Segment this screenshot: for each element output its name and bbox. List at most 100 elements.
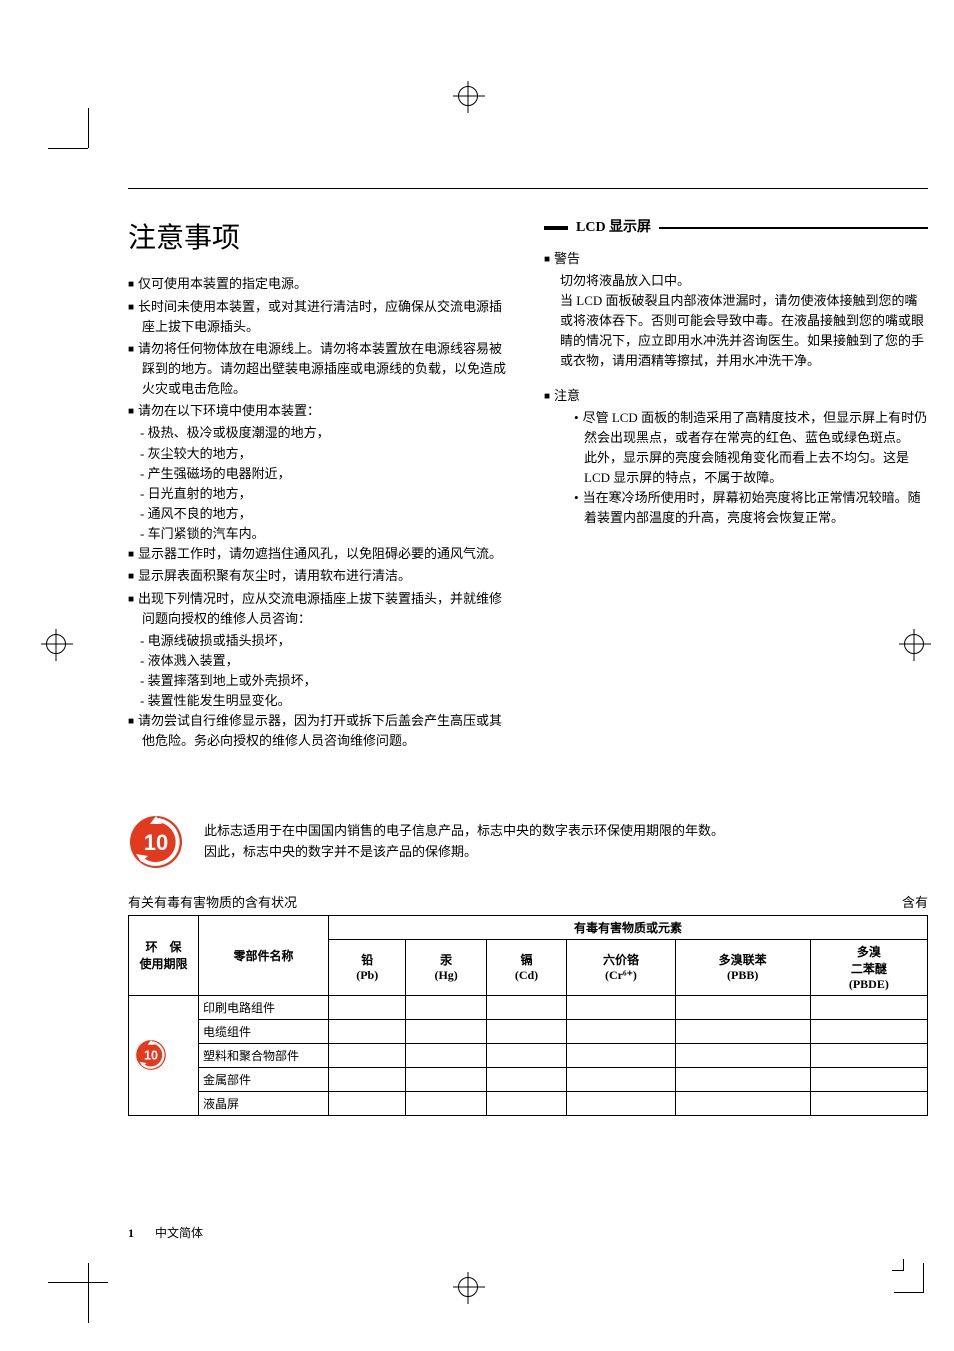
bullet-item: 显示屏表面积聚有灰尘时，请用软布进行清洁。	[128, 566, 512, 586]
table-cell	[567, 1091, 675, 1115]
table-cell	[486, 1043, 566, 1067]
table-cell	[486, 1091, 566, 1115]
table-header-part: 零部件名称	[199, 915, 329, 995]
svg-text:10: 10	[144, 1049, 158, 1063]
table-cell	[810, 1043, 927, 1067]
crop-mark	[48, 148, 88, 149]
table-cell	[329, 1043, 406, 1067]
table-part-name: 印刷电路组件	[199, 995, 329, 1019]
table-row: 金属部件	[129, 1067, 928, 1091]
table-cell	[810, 1019, 927, 1043]
header-bar-left	[544, 226, 568, 230]
crop-mark	[88, 108, 89, 148]
bullet-item: 仅可使用本装置的指定电源。	[128, 274, 512, 294]
page-title: 注意事项	[128, 217, 512, 260]
table-cell	[486, 1019, 566, 1043]
table-subheader: 多溴 二苯醚(PBDE)	[810, 939, 927, 995]
env-logo-icon: 10	[128, 814, 184, 870]
table-cell	[329, 1067, 406, 1091]
note-item: 尽管 LCD 面板的制造采用了高精度技术，但显示屏上有时仍然会出现黑点，或者存在…	[560, 408, 928, 489]
note-item: 当在寒冷场所使用时，屏幕初始亮度将比正常情况较暗。随着装置内部温度的升高，亮度将…	[560, 488, 928, 528]
left-column: 注意事项 仅可使用本装置的指定电源。长时间未使用本装置，或对其进行清洁时，应确保…	[128, 217, 512, 754]
table-cell	[810, 995, 927, 1019]
note-heading: 注意	[544, 386, 928, 406]
table-cell	[675, 1067, 810, 1091]
sub-item: - 装置性能发生明显变化。	[128, 691, 512, 711]
table-cell	[329, 995, 406, 1019]
bullet-item: 出现下列情况时，应从交流电源插座上拔下装置插头，并就维修问题向授权的维修人员咨询…	[128, 589, 512, 629]
table-cell	[675, 1091, 810, 1115]
page-language: 中文简体	[155, 1226, 203, 1240]
table-cell	[406, 1067, 486, 1091]
env-logo-small-icon: 10	[135, 1039, 167, 1071]
table-cell	[406, 1043, 486, 1067]
table-cell	[486, 995, 566, 1019]
note-body: 尽管 LCD 面板的制造采用了高精度技术，但显示屏上有时仍然会出现黑点，或者存在…	[544, 408, 928, 529]
header-rule	[128, 188, 928, 189]
table-header-group: 有毒有害物质或元素	[329, 915, 928, 939]
bullet-item: 显示器工作时，请勿遮挡住通风孔，以免阻碍必要的通风气流。	[128, 544, 512, 564]
table-part-name: 塑料和聚合物部件	[199, 1043, 329, 1067]
table-subheader: 多溴联苯(PBB)	[675, 939, 810, 995]
table-env-cell: 10	[129, 995, 199, 1115]
table-part-name: 液晶屏	[199, 1091, 329, 1115]
table-cell	[329, 1091, 406, 1115]
sub-item: - 产生强磁场的电器附近，	[128, 464, 512, 484]
table-title-left: 有关有毒有害物质的含有状况	[128, 892, 297, 911]
env-notice-text: 此标志适用于在中国国内销售的电子信息产品，标志中央的数字表示环保使用期限的年数。…	[204, 821, 724, 863]
table-cell	[810, 1091, 927, 1115]
table-cell	[675, 995, 810, 1019]
lcd-section-header: LCD 显示屏	[544, 217, 928, 239]
sub-item: - 通风不良的地方，	[128, 504, 512, 524]
bullet-item: 请勿在以下环境中使用本装置：	[128, 401, 512, 421]
env-notice-block: 10 此标志适用于在中国国内销售的电子信息产品，标志中央的数字表示环保使用期限的…	[128, 814, 928, 870]
table-cell	[406, 1019, 486, 1043]
table-title-right: 含有	[902, 892, 928, 911]
sub-item: - 装置摔落到地上或外壳损坏，	[128, 671, 512, 691]
table-cell	[567, 995, 675, 1019]
table-row: 10印刷电路组件	[129, 995, 928, 1019]
env-notice-line: 因此，标志中央的数字并不是该产品的保修期。	[204, 842, 724, 863]
table-subheader: 铅(Pb)	[329, 939, 406, 995]
registration-mark	[458, 1277, 478, 1297]
page-content: 注意事项 仅可使用本装置的指定电源。长时间未使用本装置，或对其进行清洁时，应确保…	[128, 188, 928, 1116]
page-footer: 1 中文简体	[128, 1224, 203, 1241]
bullet-item: 请勿将任何物体放在电源线上。请勿将本装置放在电源线容易被踩到的地方。请勿超出壁装…	[128, 339, 512, 399]
table-cell	[486, 1067, 566, 1091]
table-row: 电缆组件	[129, 1019, 928, 1043]
env-logo-number: 10	[144, 830, 168, 855]
table-subheader: 六价铬(Cr⁶⁺)	[567, 939, 675, 995]
sub-item: - 灰尘较大的地方，	[128, 444, 512, 464]
table-cell	[567, 1043, 675, 1067]
table-subheader: 镉(Cd)	[486, 939, 566, 995]
table-cell	[810, 1067, 927, 1091]
sub-item: - 车门紧锁的汽车内。	[128, 524, 512, 544]
table-cell	[406, 995, 486, 1019]
sub-item: - 日光直射的地方，	[128, 484, 512, 504]
table-part-name: 金属部件	[199, 1067, 329, 1091]
env-notice-line: 此标志适用于在中国国内销售的电子信息产品，标志中央的数字表示环保使用期限的年数。	[204, 821, 724, 842]
header-bar-right	[659, 227, 928, 229]
crop-mark	[48, 1282, 108, 1283]
sub-item: - 电源线破损或插头损坏，	[128, 631, 512, 651]
table-cell	[406, 1091, 486, 1115]
table-row: 塑料和聚合物部件	[129, 1043, 928, 1067]
crop-mark	[892, 1259, 904, 1271]
warning-line: 切勿将液晶放入口中。	[560, 271, 928, 291]
warning-line: 当 LCD 面板破裂且内部液体泄漏时，请勿使液体接触到您的嘴或将液体吞下。否则可…	[560, 291, 928, 372]
bullet-item: 请勿尝试自行维修显示器，因为打开或拆下后盖会产生高压或其他危险。务必向授权的维修…	[128, 711, 512, 751]
right-column: LCD 显示屏 警告 切勿将液晶放入口中。 当 LCD 面板破裂且内部液体泄漏时…	[544, 217, 928, 754]
sub-item: - 极热、极冷或极度潮湿的地方，	[128, 423, 512, 443]
table-part-name: 电缆组件	[199, 1019, 329, 1043]
table-title-row: 有关有毒有害物质的含有状况 含有	[128, 892, 928, 911]
table-header-env: 环 保 使用期限	[129, 915, 199, 995]
table-cell	[675, 1043, 810, 1067]
crop-mark	[88, 1263, 89, 1323]
bullet-item: 长时间未使用本装置，或对其进行清洁时，应确保从交流电源插座上拔下电源插头。	[128, 297, 512, 337]
registration-mark	[46, 634, 66, 654]
table-row: 液晶屏	[129, 1091, 928, 1115]
table-cell	[567, 1067, 675, 1091]
table-cell	[329, 1019, 406, 1043]
page-number: 1	[128, 1226, 134, 1240]
table-cell	[675, 1019, 810, 1043]
